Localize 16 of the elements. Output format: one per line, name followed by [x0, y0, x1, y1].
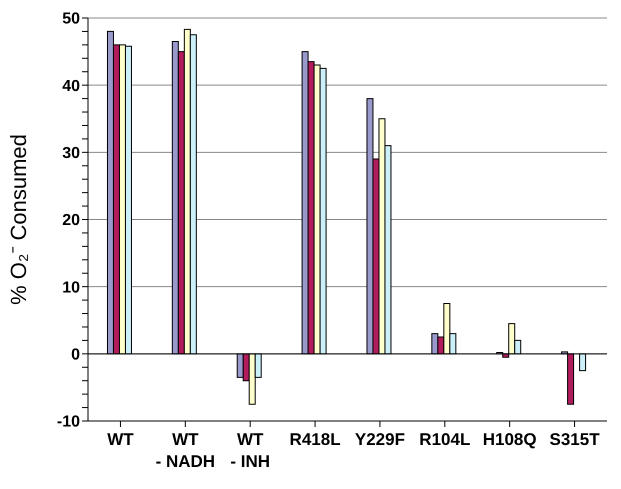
x-tick-label: Y229F — [354, 430, 405, 449]
y-tick-label: 50 — [62, 10, 80, 28]
y-tick-label: 30 — [62, 145, 80, 162]
y-tick-label: 20 — [62, 212, 80, 230]
x-tick-label: R104L — [419, 430, 470, 449]
x-tick-label: H108Q — [482, 430, 537, 449]
x-tick-label: S315T — [550, 430, 600, 449]
x-tick-label: WT - INH — [230, 430, 270, 471]
x-tick-label: WT — [107, 430, 134, 449]
y-tick-label: -10 — [56, 414, 80, 431]
y-axis-title: % O₂⁻ Consumed — [6, 134, 31, 305]
y-tick-label: 40 — [62, 78, 80, 95]
y-tick-label: 0 — [71, 346, 80, 364]
x-tick-label: WT - NADH — [156, 430, 216, 471]
x-tick-label: R418L — [290, 430, 341, 449]
y-tick-label: 10 — [62, 279, 80, 296]
